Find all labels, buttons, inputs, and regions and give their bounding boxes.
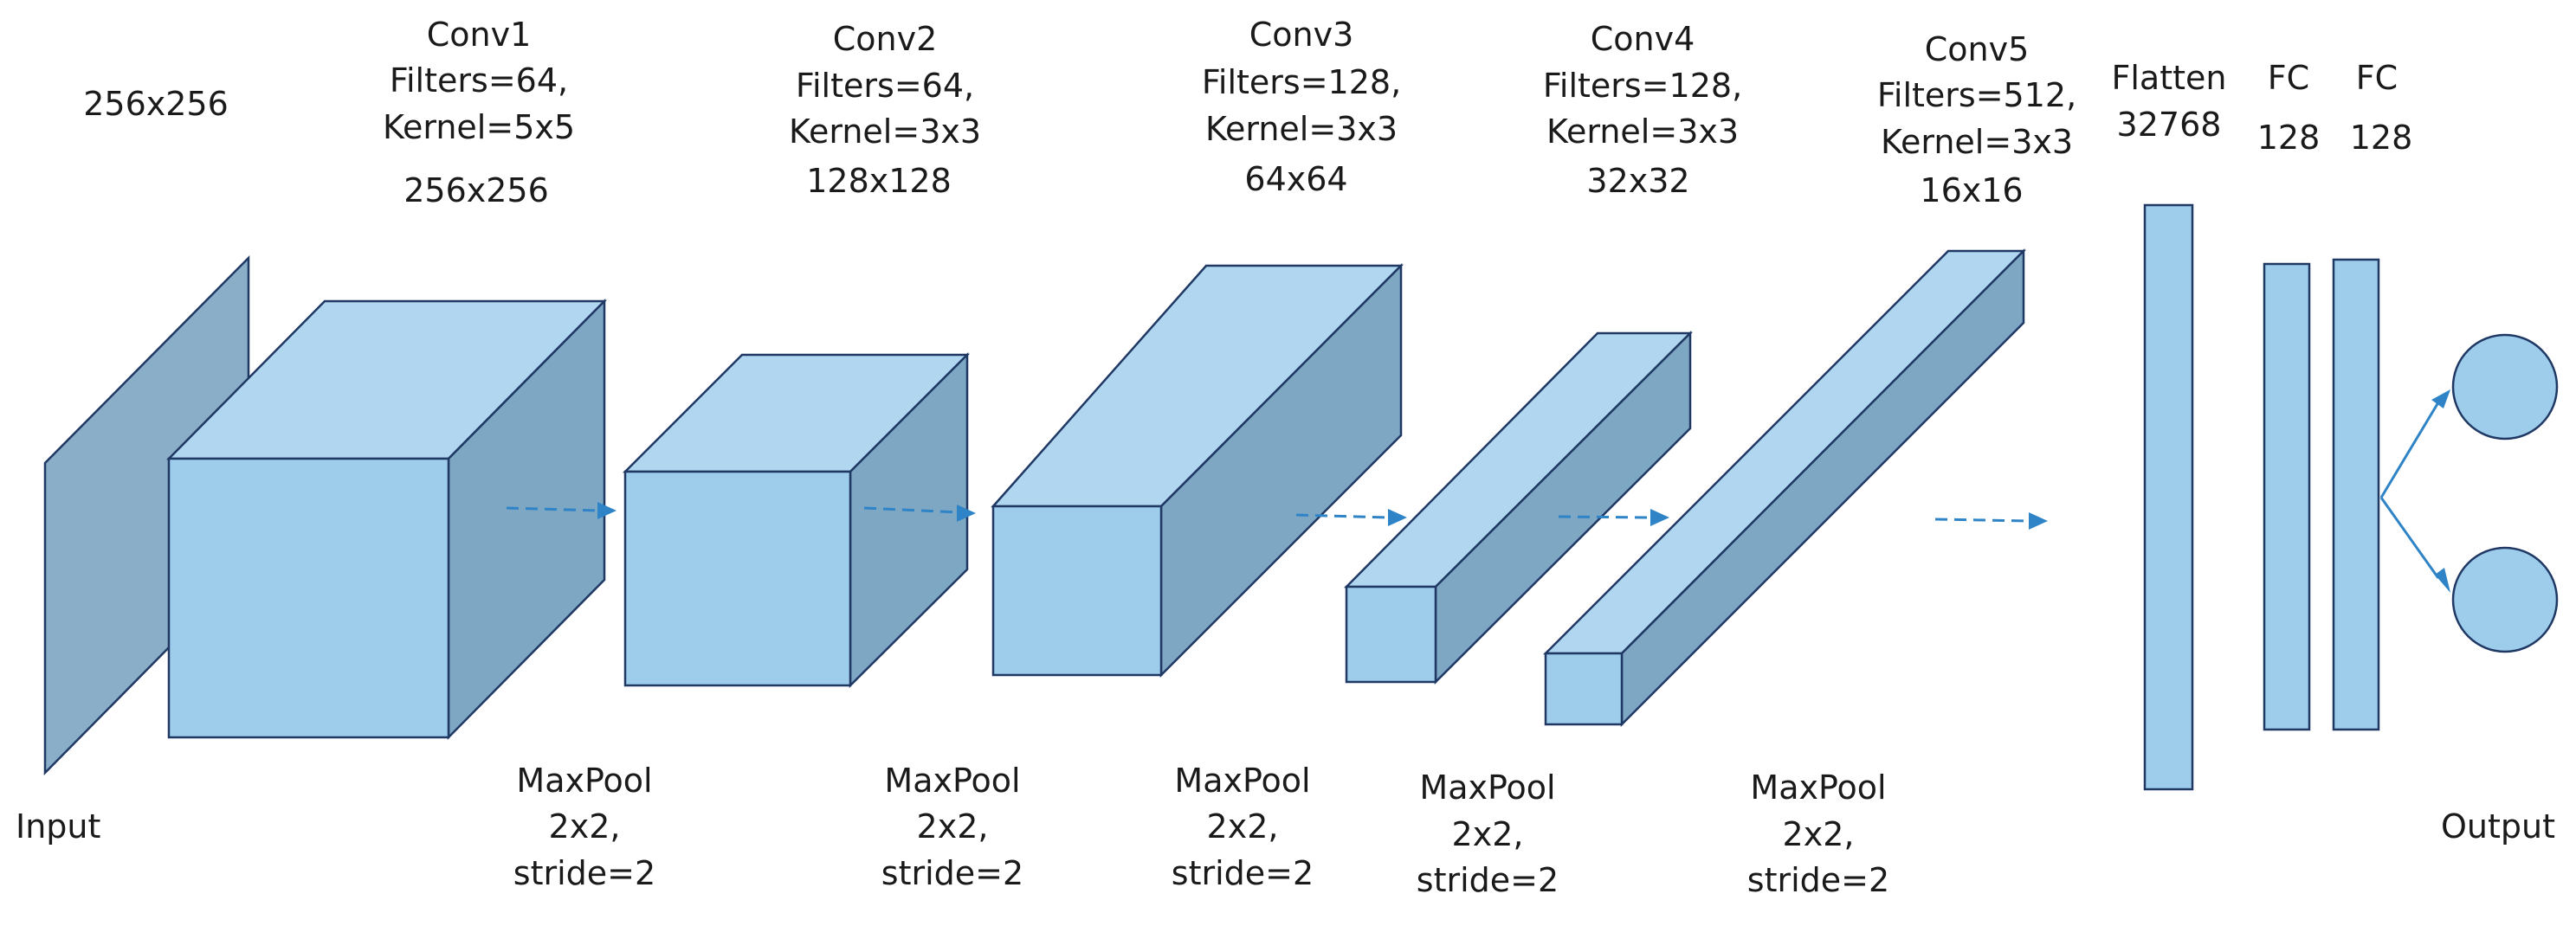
pool4-stride: stride=2 — [1417, 861, 1559, 899]
conv5-size: 16x16 — [1920, 171, 2023, 209]
fc2-name: FC — [2356, 59, 2398, 97]
conv5-filters: Filters=512, — [1877, 76, 2076, 114]
conv4-name: Conv4 — [1591, 20, 1695, 58]
conv1-block-front — [167, 457, 450, 739]
conv2-size: 128x128 — [806, 162, 952, 200]
conv2-filters: Filters=64, — [796, 67, 974, 105]
pool1-name: MaxPool — [516, 762, 652, 800]
flow-arrow-5 — [1934, 512, 2048, 530]
conv4-filters: Filters=128, — [1543, 67, 1742, 105]
conv5-block-side — [1620, 248, 2025, 728]
conv4-block — [1344, 330, 1694, 685]
output-arrow-1 — [2379, 389, 2450, 498]
output-caption: Output — [2441, 807, 2555, 846]
flow-arrow-1 — [506, 502, 617, 519]
pool4-name: MaxPool — [1419, 768, 1555, 807]
pool3-stride: stride=2 — [1172, 854, 1314, 892]
conv2-kernel: Kernel=3x3 — [789, 113, 981, 151]
flow-arrow-3 — [1295, 509, 1407, 526]
conv1-filters: Filters=64, — [390, 61, 568, 100]
conv5-name: Conv5 — [1925, 30, 2030, 68]
fc1-name: FC — [2268, 59, 2309, 97]
fc2-units: 128 — [2350, 119, 2413, 157]
pool2-stride: stride=2 — [881, 854, 1023, 892]
pool1-stride: stride=2 — [513, 854, 655, 892]
flatten-units: 32768 — [2117, 106, 2222, 144]
conv3-size: 64x64 — [1244, 160, 1347, 198]
pool5-name: MaxPool — [1750, 768, 1886, 807]
conv4-size: 32x32 — [1586, 162, 1689, 200]
input-size-label: 256x256 — [83, 85, 229, 123]
conv2-block-front — [623, 470, 852, 687]
pool5-stride: stride=2 — [1747, 861, 1889, 899]
fc1-units: 128 — [2257, 119, 2321, 157]
conv4-block-front — [1345, 585, 1437, 684]
conv3-name: Conv3 — [1249, 16, 1354, 54]
conv5-block — [1542, 248, 2027, 728]
output-node-2 — [2451, 546, 2559, 653]
pool2-name: MaxPool — [884, 762, 1020, 800]
pool5-size: 2x2, — [1783, 815, 1855, 853]
output-node-1 — [2451, 333, 2559, 440]
fc1-bar — [2263, 262, 2311, 731]
conv3-block — [991, 262, 1404, 678]
conv3-kernel: Kernel=3x3 — [1205, 110, 1398, 148]
pool3-size: 2x2, — [1207, 807, 1279, 846]
conv2-block — [622, 351, 971, 689]
flow-arrow-4 — [1558, 509, 1669, 526]
conv3-filters: Filters=128, — [1202, 63, 1401, 101]
conv1-size: 256x256 — [404, 171, 549, 209]
pool1-size: 2x2, — [549, 807, 621, 846]
input-caption: Input — [16, 807, 100, 846]
fc2-bar — [2332, 258, 2380, 731]
conv4-kernel: Kernel=3x3 — [1546, 113, 1739, 151]
conv1-name: Conv1 — [427, 16, 532, 54]
flatten-bar — [2143, 203, 2194, 791]
conv1-kernel: Kernel=5x5 — [383, 108, 575, 146]
pool3-name: MaxPool — [1174, 762, 1310, 800]
conv5-kernel: Kernel=3x3 — [1881, 123, 2073, 161]
conv1-block — [166, 298, 607, 741]
output-arrow-2 — [2379, 497, 2450, 593]
pool2-size: 2x2, — [917, 807, 989, 846]
pool4-size: 2x2, — [1452, 815, 1524, 853]
flow-arrow-2 — [863, 505, 976, 522]
flatten-name: Flatten — [2112, 59, 2227, 97]
conv2-name: Conv2 — [833, 20, 938, 58]
conv5-block-front — [1544, 652, 1624, 726]
conv3-block-front — [991, 505, 1163, 677]
